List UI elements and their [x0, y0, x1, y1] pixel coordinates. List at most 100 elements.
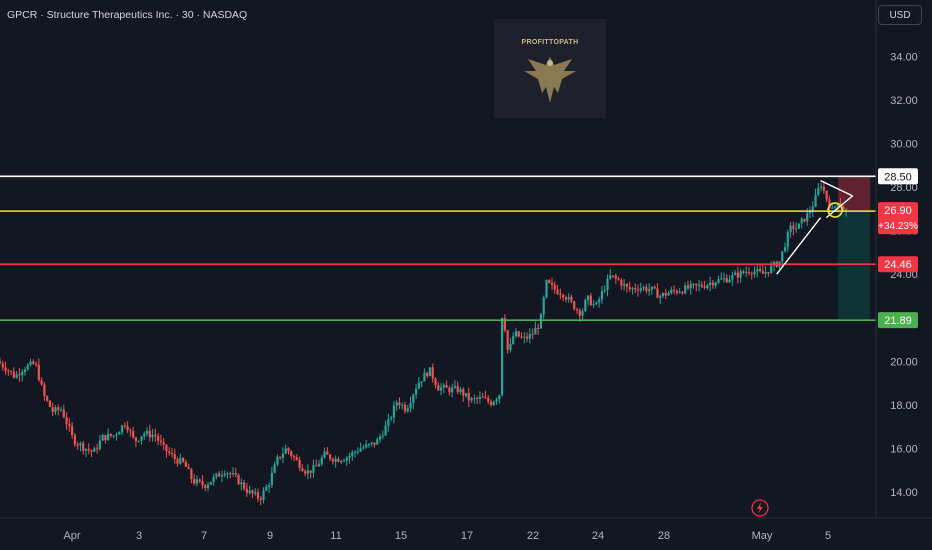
candle-body	[431, 367, 434, 379]
candle-body	[329, 454, 332, 459]
candle-body	[276, 456, 279, 465]
candle-body	[836, 204, 839, 207]
candle-body	[157, 436, 160, 441]
candle-body	[806, 213, 809, 222]
candle-body	[240, 482, 243, 485]
eagle-icon	[524, 57, 576, 103]
candle-body	[439, 387, 443, 391]
candle-body	[362, 447, 365, 449]
candle-body	[392, 405, 396, 418]
candle-body	[198, 479, 201, 482]
candle-body	[556, 289, 559, 294]
candle-body	[312, 465, 315, 473]
candle-body	[426, 372, 429, 377]
y-tick-label: 34.00	[890, 52, 918, 64]
candle-body	[390, 417, 393, 419]
x-tick-label: 3	[136, 530, 142, 542]
candle-body	[290, 451, 293, 456]
candle-body	[107, 433, 110, 441]
candle-body	[423, 372, 426, 382]
price-level-label: 26.90	[884, 205, 912, 217]
candle-body	[617, 278, 620, 280]
watermark-text: PROFITTOPATH	[521, 39, 579, 46]
candle-body	[262, 490, 265, 501]
candle-body	[43, 384, 46, 397]
y-tick-label: 16.00	[890, 443, 918, 455]
candle-body	[109, 433, 113, 436]
candle-body	[345, 457, 348, 461]
candle-body	[645, 287, 648, 292]
candles	[0, 180, 848, 506]
candle-body	[603, 290, 606, 292]
candle-body	[523, 336, 526, 338]
candle-body	[181, 457, 185, 462]
candle-body	[470, 398, 473, 401]
candle-body	[578, 309, 581, 316]
candle-body	[218, 473, 221, 477]
candle-body	[650, 286, 653, 290]
candle-body	[595, 302, 598, 305]
candle-body	[370, 442, 373, 445]
candle-body	[634, 288, 637, 290]
price-level-badge	[878, 202, 918, 235]
candle-body	[351, 452, 354, 456]
candle-body	[628, 286, 631, 290]
candle-body	[451, 387, 454, 393]
candle-body	[126, 426, 129, 431]
candle-body	[584, 299, 587, 312]
candle-body	[620, 279, 623, 286]
candle-body	[462, 389, 465, 396]
candle-body	[51, 406, 54, 413]
candle-body	[747, 272, 751, 274]
candle-body	[23, 369, 27, 373]
candle-body	[256, 492, 260, 499]
candle-body	[279, 456, 282, 458]
candle-body	[331, 458, 334, 462]
candle-body	[495, 399, 498, 402]
candle-body	[489, 401, 493, 406]
candle-body	[478, 396, 482, 399]
candle-body	[525, 336, 529, 339]
candle-body	[337, 458, 340, 462]
candle-body	[215, 473, 218, 477]
candle-body	[62, 409, 65, 418]
candle-body	[786, 232, 789, 247]
candle-body	[34, 363, 38, 365]
candle-body	[168, 451, 171, 454]
candle-body	[0, 361, 2, 364]
candle-body	[706, 284, 709, 288]
candle-body	[409, 402, 412, 409]
candle-body	[395, 402, 398, 406]
candle-body	[304, 471, 307, 474]
candle-body	[323, 451, 326, 458]
candle-body	[334, 458, 337, 462]
lightning-icon-bolt	[757, 502, 763, 514]
candle-body	[537, 327, 540, 329]
candle-body	[148, 430, 151, 438]
candle-body	[600, 291, 604, 300]
candle-body	[695, 283, 698, 286]
lightning-icon-ring	[751, 499, 769, 517]
candle-body	[309, 470, 312, 473]
x-tick-label: Apr	[63, 530, 80, 542]
candle-body	[46, 396, 49, 401]
candle-body	[378, 436, 382, 440]
candle-body	[184, 461, 187, 467]
candle-body	[631, 288, 634, 290]
candle-body	[667, 292, 670, 296]
candle-body	[29, 361, 32, 365]
candle-body	[434, 378, 437, 386]
candle-body	[442, 385, 445, 388]
candle-body	[301, 468, 304, 472]
currency-selector[interactable]: USD	[878, 5, 922, 25]
candle-body	[589, 295, 592, 306]
candle-body	[670, 289, 673, 293]
candle-body	[120, 425, 124, 433]
candle-body	[720, 278, 723, 280]
lightning-icon[interactable]	[751, 499, 769, 517]
candle-body	[492, 401, 495, 406]
symbol-title: GPCR · Structure Therapeutics Inc. · 30 …	[7, 9, 248, 21]
candle-body	[661, 292, 665, 297]
candle-body	[758, 269, 762, 272]
